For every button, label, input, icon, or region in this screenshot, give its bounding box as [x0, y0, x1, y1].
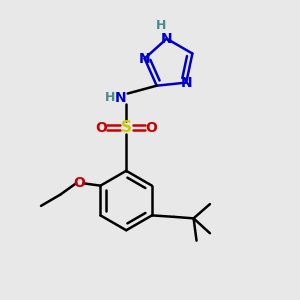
Text: O: O: [146, 121, 158, 135]
Text: H: H: [105, 92, 115, 104]
Text: N: N: [115, 91, 127, 105]
Text: N: N: [180, 76, 192, 90]
Text: N: N: [139, 52, 150, 66]
Text: N: N: [161, 32, 172, 46]
Text: H: H: [155, 19, 166, 32]
Text: O: O: [95, 121, 107, 135]
Text: O: O: [74, 176, 85, 190]
Text: S: S: [121, 120, 132, 135]
